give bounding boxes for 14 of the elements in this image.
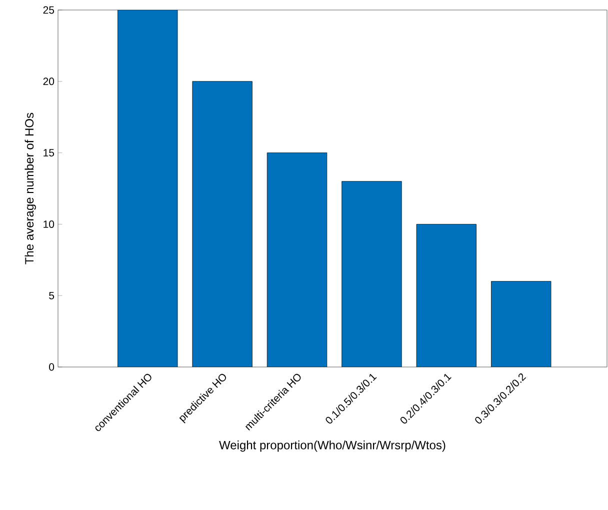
bar	[267, 152, 327, 367]
bar	[192, 81, 252, 367]
y-tick-label: 0	[49, 363, 54, 371]
y-tick-label: 25	[43, 6, 54, 14]
bar	[342, 181, 402, 367]
y-tick-label: 5	[49, 292, 54, 300]
x-axis-title: Weight proportion(Who/Wsinr/Wrsrp/Wtos)	[219, 440, 446, 452]
y-tick-label: 15	[44, 149, 54, 156]
y-tick-label: 20	[43, 78, 54, 86]
y-tick-label: 10	[44, 220, 54, 228]
bar	[491, 281, 552, 367]
y-axis-title: The average number of HOs	[24, 112, 36, 264]
bar	[416, 224, 476, 367]
bar	[118, 10, 178, 367]
